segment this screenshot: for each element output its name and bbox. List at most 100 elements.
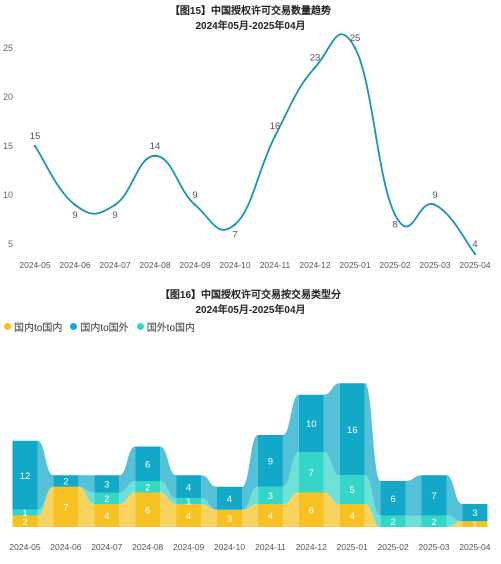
bar-segment[interactable] xyxy=(380,481,406,516)
data-point[interactable] xyxy=(273,134,277,138)
bar-value-label: 7 xyxy=(63,502,68,513)
bar-value-label: 4 xyxy=(186,511,191,522)
bar-segment[interactable] xyxy=(53,486,79,527)
bar-value-label: 6 xyxy=(145,505,150,516)
data-label: 16 xyxy=(270,121,281,132)
ribbon-band xyxy=(201,475,217,510)
chart15-title: 【图15】中国授权许可交易数量趋势 xyxy=(169,6,332,17)
ribbon-band xyxy=(405,475,422,516)
bar-segment[interactable] xyxy=(176,475,202,499)
bar-segment[interactable] xyxy=(421,515,447,528)
bar-segment[interactable] xyxy=(176,504,202,527)
bar-segment[interactable] xyxy=(298,492,324,528)
x-tick-label: 2024-09 xyxy=(173,542,204,552)
x-tick-label: 2024-08 xyxy=(132,542,163,552)
x-tick-label: 2024-12 xyxy=(296,542,327,552)
x-tick-label: 2025-01 xyxy=(337,542,368,552)
bar-value-label: 4 xyxy=(350,511,355,522)
bar-segment[interactable] xyxy=(94,504,120,527)
bar-segment[interactable] xyxy=(339,383,365,476)
y-tick-label: 25 xyxy=(3,43,13,53)
x-tick-label: 2024-12 xyxy=(299,260,330,270)
bar-segment[interactable] xyxy=(257,435,283,487)
bar-segment[interactable] xyxy=(339,504,365,527)
x-tick-label: 2024-06 xyxy=(59,260,90,270)
x-tick-label: 2024-07 xyxy=(99,260,130,270)
bar-segment[interactable] xyxy=(462,521,488,527)
bar-value-label: 16 xyxy=(347,425,358,436)
legend-dot-domestic-domestic xyxy=(4,323,11,330)
bar-segment[interactable] xyxy=(257,504,283,527)
x-tick-label: 2024-10 xyxy=(219,260,250,270)
data-label: 7 xyxy=(232,229,237,240)
data-point[interactable] xyxy=(153,154,157,158)
data-label: 23 xyxy=(310,53,321,64)
ribbon-band xyxy=(160,492,177,527)
bar-segment[interactable] xyxy=(217,509,242,527)
data-label: 15 xyxy=(30,131,41,142)
bar-value-label: 3 xyxy=(472,508,477,519)
bar-segment[interactable] xyxy=(135,492,161,528)
data-label: 9 xyxy=(432,190,437,201)
bar-segment[interactable] xyxy=(462,504,488,522)
data-label: 8 xyxy=(392,220,397,231)
data-point[interactable] xyxy=(433,203,437,207)
legend-label-domestic-foreign: 国内to国外 xyxy=(80,323,129,334)
bar-segment[interactable] xyxy=(298,452,324,493)
data-point[interactable] xyxy=(193,203,197,207)
ribbon-band xyxy=(78,475,95,493)
y-tick-label: 10 xyxy=(3,190,13,200)
y-tick-label: 15 xyxy=(3,141,13,151)
bar-segment[interactable] xyxy=(53,475,79,487)
chart16-title: 【图16】中国授权许可交易按交易类型分 xyxy=(159,290,342,301)
data-point[interactable] xyxy=(33,144,37,148)
bar-segment[interactable] xyxy=(94,475,120,493)
bar-segment[interactable] xyxy=(135,446,161,482)
bar-segment[interactable] xyxy=(12,440,38,510)
bar-value-label: 1 xyxy=(22,508,27,519)
bar-segment[interactable] xyxy=(217,486,242,510)
data-point[interactable] xyxy=(113,203,117,207)
x-tick-label: 2025-03 xyxy=(418,542,449,552)
chart16-subtitle: 2024年05月-2025年04月 xyxy=(195,305,306,316)
x-tick-label: 2024-11 xyxy=(260,260,291,270)
series-line xyxy=(34,33,476,255)
ribbon-band xyxy=(405,515,422,527)
ribbon-band xyxy=(323,452,340,504)
bar-segment[interactable] xyxy=(135,481,161,493)
x-tick-label: 2024-08 xyxy=(139,260,170,270)
data-point[interactable] xyxy=(473,252,477,256)
legend-item-foreign-domestic[interactable]: 国外to国内 xyxy=(136,319,195,334)
ribbon-band xyxy=(160,446,177,499)
bar-segment[interactable] xyxy=(12,509,38,516)
data-point[interactable] xyxy=(353,46,357,50)
bar-value-label: 2 xyxy=(145,482,150,493)
chart16-legend: 国内to国内 国内to国外 国外to国内 xyxy=(4,319,195,334)
bar-value-label: 7 xyxy=(431,491,436,502)
bar-segment[interactable] xyxy=(176,498,202,504)
bar-segment[interactable] xyxy=(298,394,324,453)
ribbon-band xyxy=(323,492,340,527)
y-tick-label: 5 xyxy=(8,239,13,249)
bar-segment[interactable] xyxy=(12,515,38,528)
bar-segment[interactable] xyxy=(94,492,120,505)
ribbon-band xyxy=(282,492,299,527)
bar-value-label: 3 xyxy=(227,514,232,525)
ribbon-bar-chart: 21122024-05722024-064232024-076262024-08… xyxy=(9,383,491,552)
legend-item-domestic-foreign[interactable]: 国内to国外 xyxy=(70,319,129,334)
data-point[interactable] xyxy=(233,223,237,226)
ribbon-band xyxy=(446,475,463,522)
bar-segment[interactable] xyxy=(257,486,283,504)
bar-segment[interactable] xyxy=(380,515,406,528)
data-point[interactable] xyxy=(73,203,77,207)
data-point[interactable] xyxy=(393,213,397,216)
bar-value-label: 3 xyxy=(268,491,273,502)
ribbon-band xyxy=(78,486,95,527)
bar-value-label: 2 xyxy=(22,517,27,528)
ribbon-band xyxy=(364,383,381,516)
bar-segment[interactable] xyxy=(421,475,447,516)
legend-item-domestic-domestic[interactable]: 国内to国内 xyxy=(4,319,62,334)
bar-segment[interactable] xyxy=(339,475,365,504)
bar-value-label: 4 xyxy=(186,482,191,493)
data-point[interactable] xyxy=(313,66,317,69)
